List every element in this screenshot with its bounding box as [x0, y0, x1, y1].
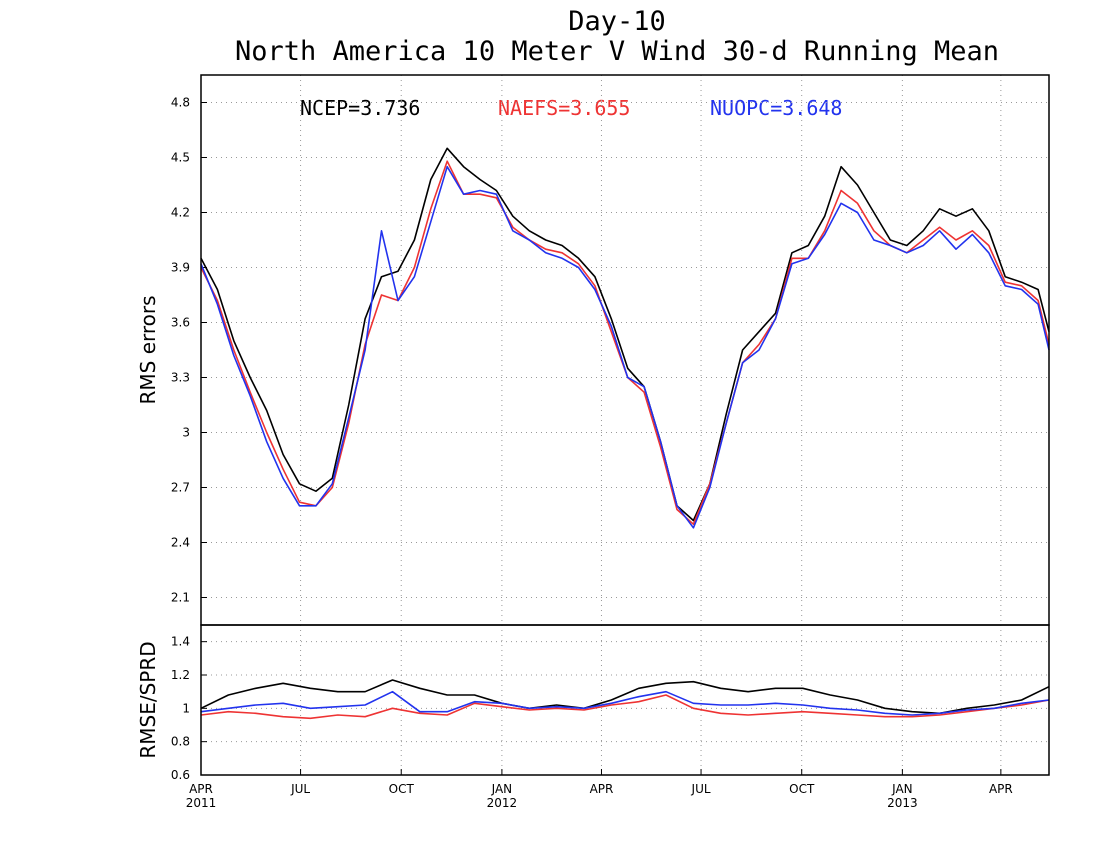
top-panel-series — [200, 147, 1050, 529]
bottom-panel-ylabel: RMSE/SPRD — [136, 641, 160, 758]
xtick-label: JUL — [691, 782, 711, 796]
xtick-label: APR — [989, 782, 1013, 796]
legend-ncep: NCEP=3.736 — [300, 96, 420, 120]
top-panel-ylabel: RMS errors — [136, 295, 160, 404]
bottom-ytick-label: 0.6 — [171, 768, 190, 782]
top-panel-yticks: 2.1 2.4 2.7 3 3.3 3.6 3.9 4.2 4.5 4.8 — [171, 96, 207, 605]
legend-naefs: NAEFS=3.655 — [498, 96, 630, 120]
xtick-label: OCT — [389, 782, 415, 796]
bottom-ytick-label: 1.2 — [171, 668, 190, 682]
xtick-year-label: 2013 — [887, 796, 918, 810]
top-ytick-label: 2.7 — [171, 481, 190, 495]
bottom-series-nuopc — [200, 690, 1050, 716]
xtick-label: JAN — [891, 782, 913, 796]
top-series-ncep — [200, 147, 1050, 522]
top-ytick-label: 3 — [182, 426, 190, 440]
bottom-panel-frame — [200, 624, 1050, 776]
legend-nuopc: NUOPC=3.648 — [710, 96, 842, 120]
xtick-label: OCT — [789, 782, 815, 796]
top-ytick-label: 3.9 — [171, 261, 190, 275]
top-ytick-label: 4.2 — [171, 206, 190, 220]
xtick-label: JAN — [491, 782, 513, 796]
xtick-label: JUL — [290, 782, 310, 796]
top-ytick-label: 2.4 — [171, 536, 190, 550]
bottom-series-naefs — [200, 694, 1050, 720]
top-series-naefs — [200, 160, 1050, 526]
top-series-nuopc — [200, 165, 1050, 529]
legend: NCEP=3.736 NAEFS=3.655 NUOPC=3.648 — [300, 96, 842, 120]
bottom-panel-series — [200, 679, 1050, 720]
top-ytick-label: 2.1 — [171, 591, 190, 605]
bottom-panel-yticks: 0.6 0.8 1 1.2 1.4 — [171, 635, 207, 782]
top-ytick-label: 3.3 — [171, 371, 190, 385]
xtick-label: APR — [590, 782, 614, 796]
bottom-panel-grid — [201, 625, 1049, 776]
xtick-year-label: 2012 — [487, 796, 518, 810]
top-ytick-label: 3.6 — [171, 316, 190, 330]
bottom-ytick-label: 1.4 — [171, 635, 190, 649]
top-ytick-label: 4.5 — [171, 151, 190, 165]
bottom-series-ncep — [200, 679, 1050, 715]
chart-title-line2: North America 10 Meter V Wind 30-d Runni… — [235, 36, 999, 67]
bottom-ytick-label: 1 — [182, 701, 190, 715]
chart-title-line1: Day-10 — [568, 6, 666, 37]
xtick-year-label: 2011 — [186, 796, 217, 810]
bottom-ytick-label: 0.8 — [171, 735, 190, 749]
top-ytick-label: 4.8 — [171, 96, 190, 110]
top-panel-grid — [201, 75, 1049, 625]
xtick-label: APR — [189, 782, 213, 796]
